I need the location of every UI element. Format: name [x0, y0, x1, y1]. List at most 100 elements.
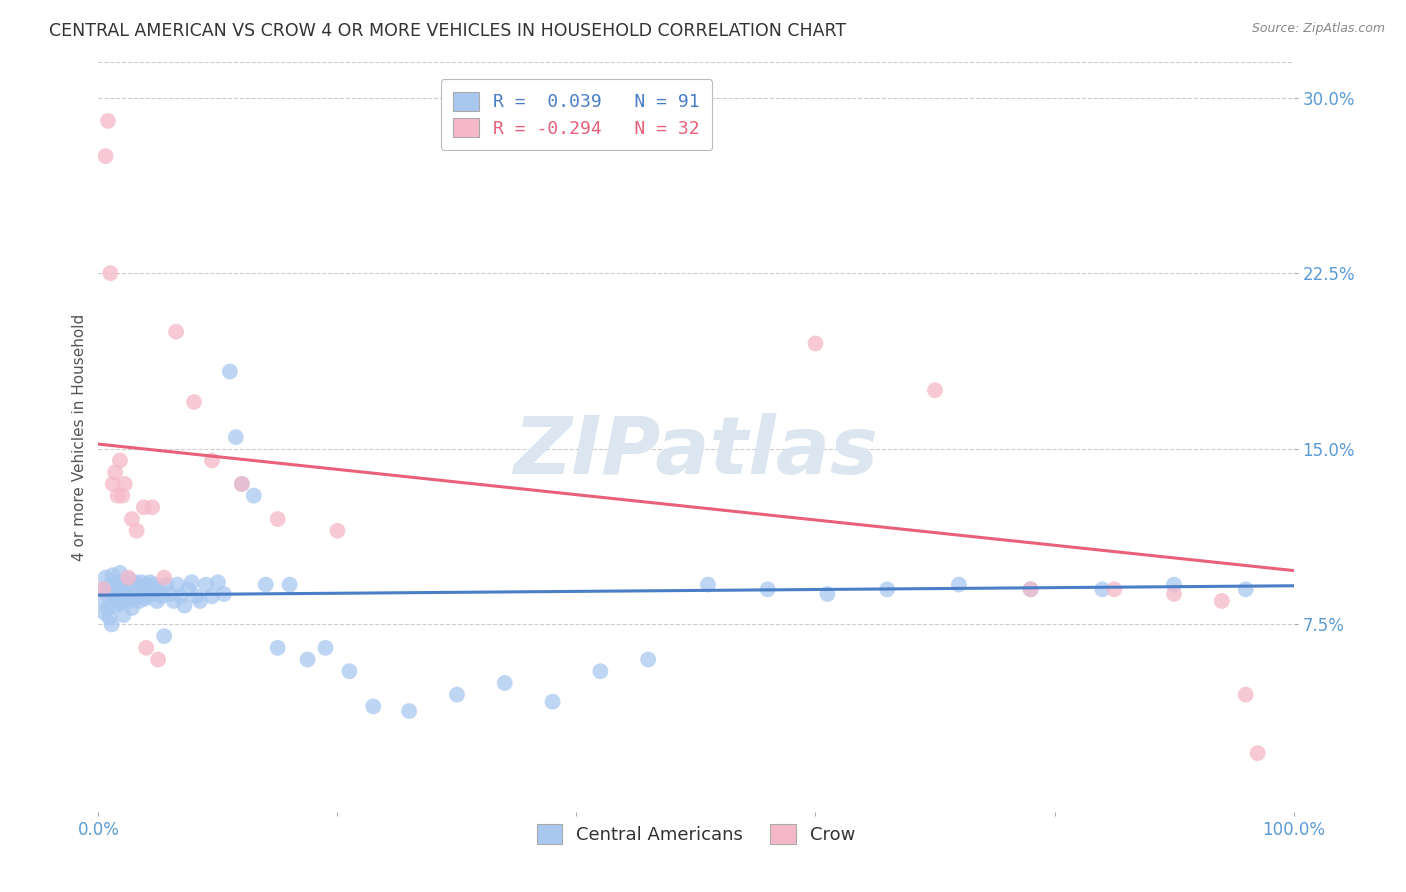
Point	[108, 453, 131, 467]
Point	[150, 590, 173, 604]
Point	[876, 582, 898, 597]
Point	[132, 582, 155, 597]
Point	[143, 577, 166, 591]
Text: CENTRAL AMERICAN VS CROW 4 OR MORE VEHICLES IN HOUSEHOLD CORRELATION CHART: CENTRAL AMERICAN VS CROW 4 OR MORE VEHIC…	[49, 22, 846, 40]
Point	[159, 587, 181, 601]
Point	[108, 566, 131, 580]
Point	[541, 695, 564, 709]
Point	[111, 591, 134, 606]
Point	[166, 577, 188, 591]
Point	[183, 395, 205, 409]
Point	[398, 704, 420, 718]
Point	[122, 582, 145, 597]
Point	[115, 590, 138, 604]
Point	[129, 584, 152, 599]
Point	[146, 594, 169, 608]
Point	[101, 568, 124, 582]
Point	[141, 587, 163, 601]
Point	[315, 640, 337, 655]
Point	[132, 500, 155, 515]
Point	[105, 590, 128, 604]
Point	[93, 606, 115, 620]
Point	[98, 577, 122, 591]
Point	[231, 476, 253, 491]
Point	[135, 640, 157, 655]
Point	[363, 699, 385, 714]
Point	[107, 489, 129, 503]
Point	[697, 577, 720, 591]
Point	[756, 582, 779, 597]
Point	[163, 594, 186, 608]
Point	[97, 601, 120, 615]
Point	[110, 584, 132, 599]
Point	[117, 571, 139, 585]
Point	[243, 489, 266, 503]
Legend: Central Americans, Crow: Central Americans, Crow	[529, 817, 863, 851]
Point	[1104, 582, 1126, 597]
Point	[177, 582, 200, 597]
Point	[125, 590, 148, 604]
Point	[108, 596, 131, 610]
Point	[188, 594, 211, 608]
Point	[948, 577, 970, 591]
Point	[1163, 587, 1185, 601]
Point	[141, 500, 163, 515]
Point	[1234, 582, 1257, 597]
Point	[1091, 582, 1114, 597]
Point	[98, 610, 121, 624]
Point	[589, 664, 612, 679]
Point	[105, 575, 128, 590]
Point	[139, 575, 162, 590]
Point	[201, 590, 224, 604]
Point	[91, 594, 114, 608]
Point	[153, 629, 176, 643]
Point	[1247, 746, 1270, 760]
Text: ZIPatlas: ZIPatlas	[513, 413, 879, 491]
Point	[135, 577, 157, 591]
Point	[124, 591, 146, 606]
Point	[121, 512, 143, 526]
Point	[148, 652, 170, 666]
Point	[195, 577, 218, 591]
Text: Source: ZipAtlas.com: Source: ZipAtlas.com	[1251, 22, 1385, 36]
Point	[111, 489, 134, 503]
Point	[153, 571, 176, 585]
Point	[94, 571, 117, 585]
Point	[138, 584, 160, 599]
Point	[180, 575, 202, 590]
Point	[115, 580, 138, 594]
Point	[91, 582, 114, 597]
Point	[254, 577, 277, 591]
Point	[326, 524, 349, 538]
Point	[225, 430, 247, 444]
Point	[104, 599, 127, 613]
Point	[112, 577, 135, 591]
Point	[1211, 594, 1233, 608]
Point	[207, 575, 229, 590]
Point	[104, 465, 127, 479]
Point	[107, 582, 129, 597]
Point	[170, 590, 193, 604]
Point	[201, 453, 224, 467]
Point	[100, 617, 122, 632]
Point	[637, 652, 659, 666]
Point	[131, 575, 153, 590]
Point	[339, 664, 361, 679]
Point	[97, 114, 120, 128]
Point	[127, 580, 149, 594]
Point	[128, 594, 150, 608]
Point	[267, 512, 290, 526]
Point	[118, 573, 141, 587]
Point	[446, 688, 468, 702]
Point	[297, 652, 319, 666]
Point	[112, 608, 135, 623]
Point	[120, 587, 142, 601]
Point	[219, 364, 242, 378]
Point	[101, 587, 124, 601]
Point	[1019, 582, 1042, 597]
Point	[278, 577, 301, 591]
Point	[136, 590, 159, 604]
Point	[107, 591, 129, 606]
Point	[114, 575, 136, 590]
Point	[231, 476, 253, 491]
